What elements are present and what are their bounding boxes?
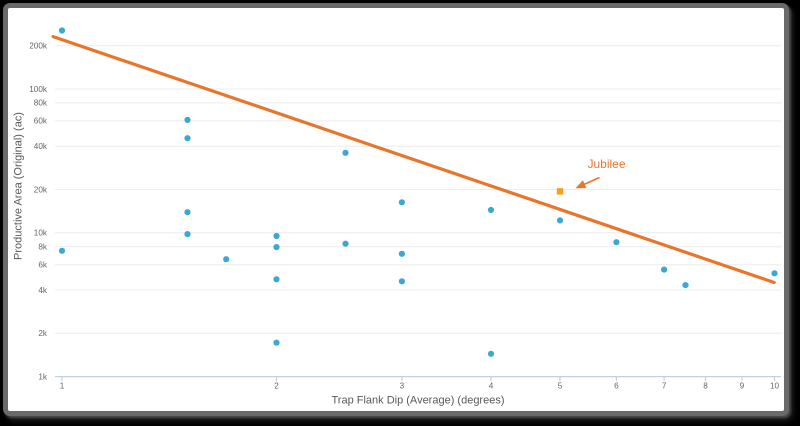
data-point-1[interactable] bbox=[58, 247, 66, 254]
data-point-square-jubilee[interactable] bbox=[556, 188, 564, 195]
x-tick-label-2: 2 bbox=[274, 382, 279, 391]
x-tick-label-4: 4 bbox=[489, 382, 494, 391]
chart-card bbox=[3, 3, 789, 416]
data-point-12[interactable] bbox=[342, 240, 349, 247]
data-point-10[interactable] bbox=[273, 339, 280, 346]
x-tick-label-10: 10 bbox=[770, 382, 780, 391]
y-tick-label-60k: 60k bbox=[34, 117, 48, 126]
x-tick-label-1: 1 bbox=[60, 382, 65, 391]
annotation-arrow-head-icon bbox=[575, 180, 587, 189]
gridlines-group bbox=[55, 45, 781, 334]
data-point-4[interactable] bbox=[184, 209, 191, 216]
y-tick-labels-group: 1k 2k 4k 6k 8k 10k 20k 40k 60k 80k 100k 200k bbox=[29, 42, 48, 382]
data-point-14[interactable] bbox=[398, 250, 405, 257]
data-point-21[interactable] bbox=[682, 282, 689, 289]
data-point-9[interactable] bbox=[273, 276, 280, 283]
data-point-11[interactable] bbox=[342, 149, 349, 156]
trend-line bbox=[51, 34, 776, 285]
data-point-16[interactable] bbox=[487, 206, 495, 214]
y-tick-label-10k: 10k bbox=[34, 229, 48, 238]
annotation-jubilee-label: Jubilee bbox=[588, 157, 626, 171]
data-point-7[interactable] bbox=[273, 232, 280, 240]
y-tick-label-20k: 20k bbox=[34, 185, 48, 194]
y-tick-label-1k: 1k bbox=[38, 372, 48, 381]
data-point-13[interactable] bbox=[398, 199, 405, 206]
x-tick-label-8: 8 bbox=[703, 382, 708, 391]
x-tick-label-7: 7 bbox=[662, 382, 667, 391]
y-tick-label-200k: 200k bbox=[29, 42, 48, 51]
y-tick-label-4k: 4k bbox=[38, 286, 48, 295]
data-point-6[interactable] bbox=[223, 256, 230, 263]
data-point-22[interactable] bbox=[771, 270, 778, 277]
data-point-3[interactable] bbox=[184, 135, 191, 142]
axis-lines-group bbox=[55, 376, 781, 382]
data-point-17[interactable] bbox=[487, 350, 495, 357]
y-tick-label-2k: 2k bbox=[38, 329, 48, 338]
annotation-group: Jubilee bbox=[575, 157, 626, 189]
x-tick-label-5: 5 bbox=[558, 382, 563, 391]
y-axis-title: Productive Area (Original) (ac) bbox=[13, 112, 25, 260]
y-tick-label-80k: 80k bbox=[34, 99, 48, 108]
x-tick-label-3: 3 bbox=[400, 382, 405, 391]
y-tick-label-6k: 6k bbox=[38, 261, 48, 270]
x-tick-label-9: 9 bbox=[740, 382, 745, 391]
x-tick-labels-group: 1 2 3 4 5 6 7 8 9 10 bbox=[60, 382, 780, 391]
x-axis-title: Trap Flank Dip (Average) (degrees) bbox=[331, 394, 504, 406]
data-point-5[interactable] bbox=[184, 231, 191, 238]
data-point-18[interactable] bbox=[556, 217, 564, 224]
y-tick-label-100k: 100k bbox=[29, 85, 48, 94]
x-tick-label-6: 6 bbox=[614, 382, 619, 391]
annotation-arrow-line bbox=[582, 176, 600, 186]
data-point-8[interactable] bbox=[273, 244, 280, 251]
y-tick-label-8k: 8k bbox=[38, 243, 48, 252]
y-tick-label-40k: 40k bbox=[34, 142, 48, 151]
data-point-0[interactable] bbox=[58, 27, 66, 34]
data-point-2[interactable] bbox=[184, 116, 191, 123]
data-point-19[interactable] bbox=[613, 239, 620, 246]
data-points-group bbox=[58, 27, 778, 357]
trend-line-group bbox=[51, 34, 776, 285]
data-point-20[interactable] bbox=[661, 266, 668, 273]
data-point-15[interactable] bbox=[398, 278, 405, 285]
